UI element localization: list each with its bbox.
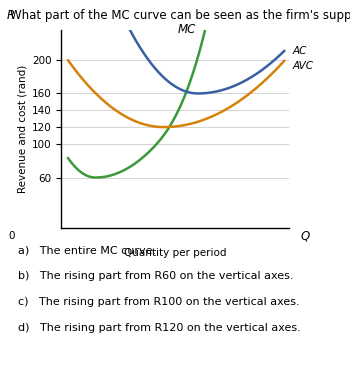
- Text: MC: MC: [177, 23, 196, 36]
- Text: What part of the MC curve can be seen as the firm's supply curve?: What part of the MC curve can be seen as…: [10, 10, 350, 22]
- Text: b)   The rising part from R60 on the vertical axes.: b) The rising part from R60 on the verti…: [18, 271, 293, 281]
- Text: Quantity per period: Quantity per period: [124, 248, 226, 258]
- Y-axis label: Revenue and cost (rand): Revenue and cost (rand): [18, 65, 28, 193]
- Text: AC: AC: [292, 46, 307, 56]
- Text: a)   The entire MC curve.: a) The entire MC curve.: [18, 245, 156, 255]
- Text: AVC: AVC: [292, 61, 313, 71]
- Text: d)   The rising part from R120 on the vertical axes.: d) The rising part from R120 on the vert…: [18, 323, 300, 332]
- Text: c)   The rising part from R100 on the vertical axes.: c) The rising part from R100 on the vert…: [18, 297, 299, 307]
- Text: 0: 0: [8, 231, 14, 241]
- Text: Q: Q: [300, 230, 309, 242]
- Text: R: R: [7, 10, 15, 22]
